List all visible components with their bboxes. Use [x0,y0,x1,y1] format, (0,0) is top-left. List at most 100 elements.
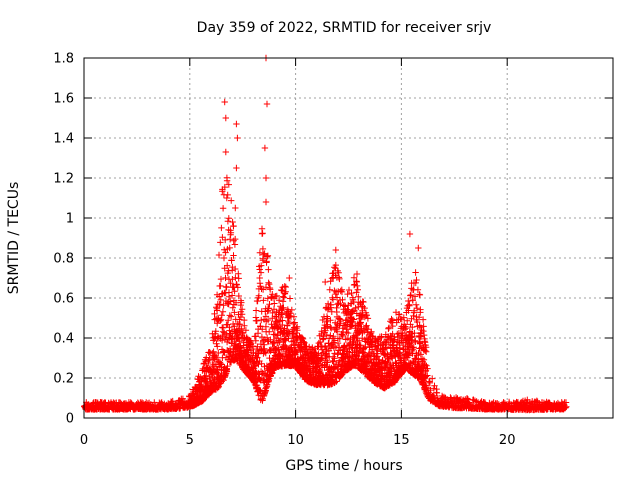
data-point [373,350,380,357]
data-point [224,191,231,199]
data-point [238,330,246,337]
x-tick-label: 15 [393,433,410,448]
data-point [414,286,422,293]
data-point [340,347,347,354]
data-point [227,229,235,236]
data-point [258,262,265,269]
data-point [265,266,272,273]
data-point [219,308,227,315]
data-point [225,181,232,188]
data-point [427,386,434,394]
data-point [211,310,218,318]
data-point [258,360,265,367]
data-point [228,292,236,299]
data-point [413,276,420,284]
data-point [225,317,232,324]
data-point [213,304,220,311]
data-point [433,389,441,397]
data-point [264,381,271,388]
data-point [218,361,225,368]
data-point [288,306,295,314]
data-point [402,323,409,330]
data-point [248,340,255,347]
data-point [417,306,424,313]
data-point [348,344,355,351]
data-point [223,368,231,375]
data-point [367,355,374,363]
data-point [330,353,337,360]
data-point [235,275,242,282]
data-point [235,292,242,300]
data-point [364,326,372,333]
data-point [420,356,428,363]
data-point [318,346,326,353]
data-point [234,134,241,142]
data-point [225,215,232,222]
data-point [383,345,391,352]
data-point [413,305,421,312]
data-point [241,322,248,329]
data-point [221,183,228,191]
data-point [415,314,423,321]
data-point [417,333,425,340]
data-point [217,282,224,290]
x-tick-label: 5 [186,433,194,448]
data-point [337,287,344,295]
data-point [431,382,438,389]
data-point [336,275,343,283]
data-point [339,331,346,338]
data-point [262,323,270,330]
data-point [533,397,540,404]
data-point [222,148,229,156]
data-point [415,244,422,252]
axes [83,57,614,419]
data-point [266,354,273,362]
plot-border [83,57,614,419]
data-point [263,259,270,266]
data-point [363,312,370,319]
data-point [278,286,285,294]
data-point [215,383,222,390]
data-point [233,120,240,128]
data-point [261,348,268,356]
data-point [416,345,423,352]
data-point [280,304,287,311]
data-point [420,323,427,330]
data-point [263,334,271,341]
data-point [258,225,266,232]
data-point [406,301,413,308]
data-point [286,274,293,282]
data-point [357,319,364,326]
data-point [242,327,250,334]
data-point [224,362,231,370]
data-point [409,297,416,304]
x-axis-label: GPS time / hours [285,458,402,474]
data-point [238,299,245,306]
data-point [222,236,229,244]
data-point [409,323,416,331]
data-point [285,335,292,342]
y-tick-label: 0.4 [53,332,74,347]
data-point [275,297,283,304]
data-point [350,274,358,281]
data-point [394,334,402,341]
data-point [217,316,225,323]
data-point [233,281,240,288]
data-point [219,205,227,212]
data-point [227,280,234,287]
data-point [220,254,228,262]
data-point [374,347,381,354]
data-point [417,351,424,358]
data-point [228,313,235,320]
data-point [262,284,270,291]
data-point [228,257,235,264]
data-point [563,403,570,410]
data-point [259,257,267,264]
data-point [218,337,226,344]
data-point [241,316,248,324]
chart-title: Day 359 of 2022, SRMTID for receiver srj… [197,20,492,36]
data-point [383,339,390,346]
data-point [266,328,273,335]
data-point [286,295,294,302]
